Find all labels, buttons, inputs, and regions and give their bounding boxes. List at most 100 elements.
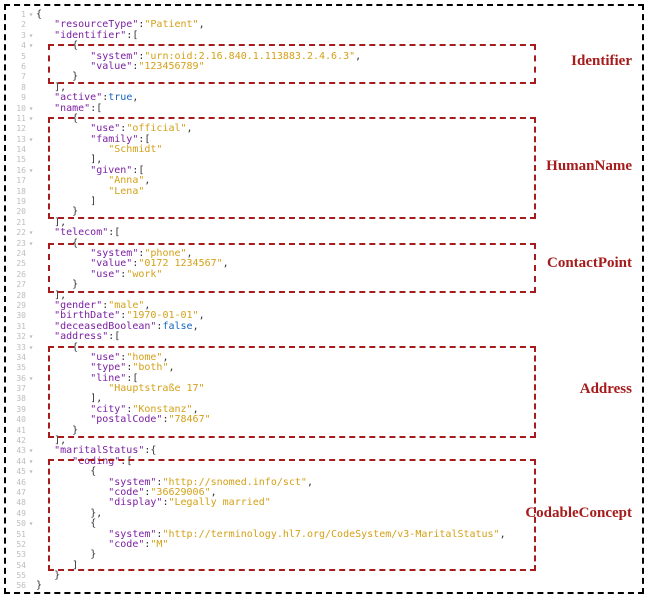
token-p: :[ [126, 30, 138, 41]
line-number: 39 [8, 405, 26, 415]
token-k: "system" [108, 529, 156, 540]
code-line: 32▾ "address":[ [8, 332, 636, 342]
line-number: 7 [8, 72, 26, 82]
token-p: , [132, 92, 138, 103]
code-line: 10▾ "name":[ [8, 104, 636, 114]
code-line: 20 } [8, 207, 636, 217]
token-k: "value" [90, 61, 132, 72]
token-p: , [162, 352, 168, 363]
code-content: } [36, 426, 636, 436]
fold-gutter[interactable]: ▾ [26, 343, 36, 353]
token-p: , [223, 258, 229, 269]
fold-gutter[interactable]: ▾ [26, 104, 36, 114]
token-k: "line" [90, 373, 126, 384]
line-number: 44 [8, 457, 26, 467]
fold-gutter[interactable]: ▾ [26, 239, 36, 249]
token-p: }, [90, 508, 102, 519]
token-p: , [307, 477, 313, 488]
fold-gutter[interactable]: ▾ [26, 374, 36, 384]
token-n: true [108, 92, 132, 103]
line-number: 24 [8, 249, 26, 259]
token-k: "display" [108, 497, 162, 508]
line-number: 56 [8, 581, 26, 591]
token-k: "maritalStatus" [54, 445, 144, 456]
code-content: } [36, 550, 636, 560]
token-s: "urn:oid:2.16.840.1.113883.2.4.6.3" [144, 51, 355, 62]
token-k: "type" [90, 362, 126, 373]
token-p: , [187, 123, 193, 134]
line-number: 15 [8, 155, 26, 165]
token-p: , [168, 362, 174, 373]
fold-gutter[interactable]: ▾ [26, 519, 36, 529]
line-number: 28 [8, 291, 26, 301]
line-number: 47 [8, 488, 26, 498]
line-number: 5 [8, 52, 26, 62]
fold-gutter[interactable]: ▾ [26, 467, 36, 477]
code-content: "Schmidt" [36, 145, 636, 155]
fold-gutter[interactable]: ▾ [26, 41, 36, 51]
line-number: 2 [8, 20, 26, 30]
token-k: "code" [108, 539, 144, 550]
code-line: 52 "code":"M" [8, 540, 636, 550]
token-k: "deceasedBoolean" [54, 321, 156, 332]
line-number: 6 [8, 62, 26, 72]
line-number: 29 [8, 301, 26, 311]
token-k: "system" [90, 51, 138, 62]
code-line: 41 } [8, 426, 636, 436]
token-p: ], [54, 82, 66, 93]
line-number: 52 [8, 540, 26, 550]
line-number: 43 [8, 446, 26, 456]
token-s: "Schmidt" [108, 144, 162, 155]
token-k: "family" [90, 134, 138, 145]
token-p: } [36, 580, 42, 591]
token-p: :[ [126, 373, 138, 384]
fold-gutter[interactable]: ▾ [26, 114, 36, 124]
token-p: ], [54, 217, 66, 228]
token-k: "system" [90, 248, 138, 259]
code-content: } [36, 72, 636, 82]
fold-gutter[interactable]: ▾ [26, 135, 36, 145]
line-number: 37 [8, 384, 26, 394]
code-content: "identifier":[ [36, 31, 636, 41]
code-content: "deceasedBoolean":false, [36, 322, 636, 332]
fold-gutter[interactable]: ▾ [26, 457, 36, 467]
fold-gutter[interactable]: ▾ [26, 10, 36, 20]
line-number: 34 [8, 353, 26, 363]
token-p: , [500, 529, 506, 540]
token-p: :[ [138, 134, 150, 145]
annotation-label-identifier: Identifier [571, 56, 632, 66]
token-p: { [36, 9, 42, 20]
fold-gutter[interactable]: ▾ [26, 332, 36, 342]
line-number: 21 [8, 218, 26, 228]
line-number: 17 [8, 176, 26, 186]
line-number: 10 [8, 104, 26, 114]
line-number: 42 [8, 436, 26, 446]
token-p: :[ [120, 456, 132, 467]
line-number: 46 [8, 478, 26, 488]
fold-gutter[interactable]: ▾ [26, 31, 36, 41]
token-p: { [72, 113, 78, 124]
token-p: { [90, 466, 96, 477]
line-number: 31 [8, 322, 26, 332]
token-p: :[ [90, 103, 102, 114]
token-s: "Konstanz" [132, 404, 192, 415]
token-k: "city" [90, 404, 126, 415]
line-number: 41 [8, 426, 26, 436]
code-line: 26 "use":"work" [8, 270, 636, 280]
line-number: 3 [8, 31, 26, 41]
line-number: 33 [8, 343, 26, 353]
token-s: "0172 1234567" [138, 258, 222, 269]
token-p: , [144, 300, 150, 311]
token-s: "Legally married" [168, 497, 270, 508]
code-line: 3▾ "identifier":[ [8, 31, 636, 41]
token-s: "male" [108, 300, 144, 311]
code-line: 19 ] [8, 197, 636, 207]
fold-gutter[interactable]: ▾ [26, 228, 36, 238]
code-content: "coding":[ [36, 457, 636, 467]
line-number: 35 [8, 363, 26, 373]
fold-gutter[interactable]: ▾ [26, 166, 36, 176]
fold-gutter[interactable]: ▾ [26, 446, 36, 456]
token-s: "work" [126, 269, 162, 280]
line-number: 48 [8, 498, 26, 508]
code-line: 18 "Lena" [8, 187, 636, 197]
